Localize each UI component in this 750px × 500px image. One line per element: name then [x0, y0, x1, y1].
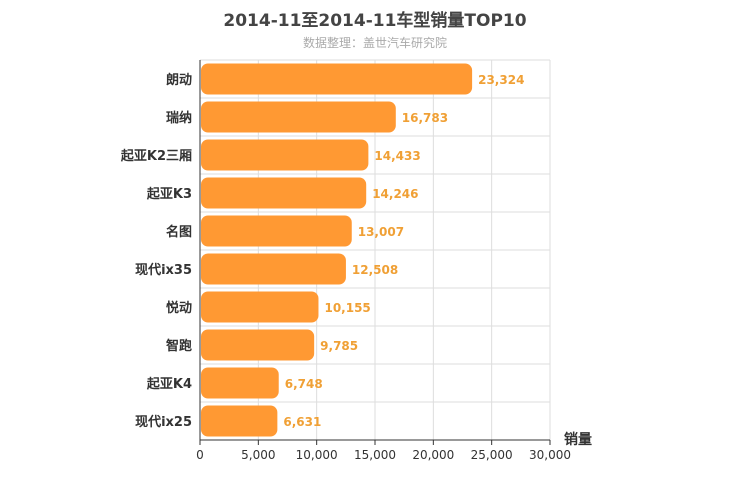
bar [201, 177, 367, 209]
category-label: 起亚K4 [146, 376, 192, 392]
category-label: 起亚K2三厢 [120, 148, 192, 164]
category-label: 名图 [166, 224, 192, 240]
category-label: 瑞纳 [166, 110, 192, 126]
x-tick-label: 15,000 [354, 448, 396, 462]
data-label: 9,785 [320, 339, 358, 353]
bar [201, 101, 396, 133]
category-label: 起亚K3 [146, 186, 192, 202]
category-label: 朗动 [166, 72, 192, 88]
data-label: 14,246 [372, 187, 418, 201]
bar [201, 253, 346, 285]
bar [201, 367, 279, 399]
x-tick-label: 25,000 [471, 448, 513, 462]
x-tick-label: 0 [196, 448, 204, 462]
category-label: 现代ix25 [135, 414, 192, 430]
data-label: 23,324 [478, 73, 524, 87]
x-axis-title: 销量 [564, 431, 592, 448]
bar [201, 405, 278, 437]
bar [201, 291, 319, 323]
data-label: 16,783 [402, 111, 448, 125]
x-tick-label: 5,000 [241, 448, 275, 462]
data-label: 6,748 [285, 377, 323, 391]
data-label: 13,007 [358, 225, 404, 239]
chart-subtitle: 数据整理：盖世汽车研究院 [302, 36, 447, 50]
x-tick-label: 30,000 [529, 448, 571, 462]
data-label: 12,508 [352, 263, 398, 277]
data-label: 6,631 [283, 415, 321, 429]
x-tick-label: 20,000 [412, 448, 454, 462]
category-label: 悦动 [166, 300, 192, 316]
bar [201, 329, 315, 361]
bar [201, 63, 473, 95]
data-label: 10,155 [324, 301, 370, 315]
data-label: 14,433 [374, 149, 420, 163]
category-label: 智跑 [166, 338, 192, 354]
chart-title: 2014-11至2014-11车型销量TOP10 [223, 11, 527, 31]
x-tick-label: 10,000 [296, 448, 338, 462]
bar [201, 139, 369, 171]
category-label: 现代ix35 [135, 262, 192, 278]
bar [201, 215, 352, 247]
